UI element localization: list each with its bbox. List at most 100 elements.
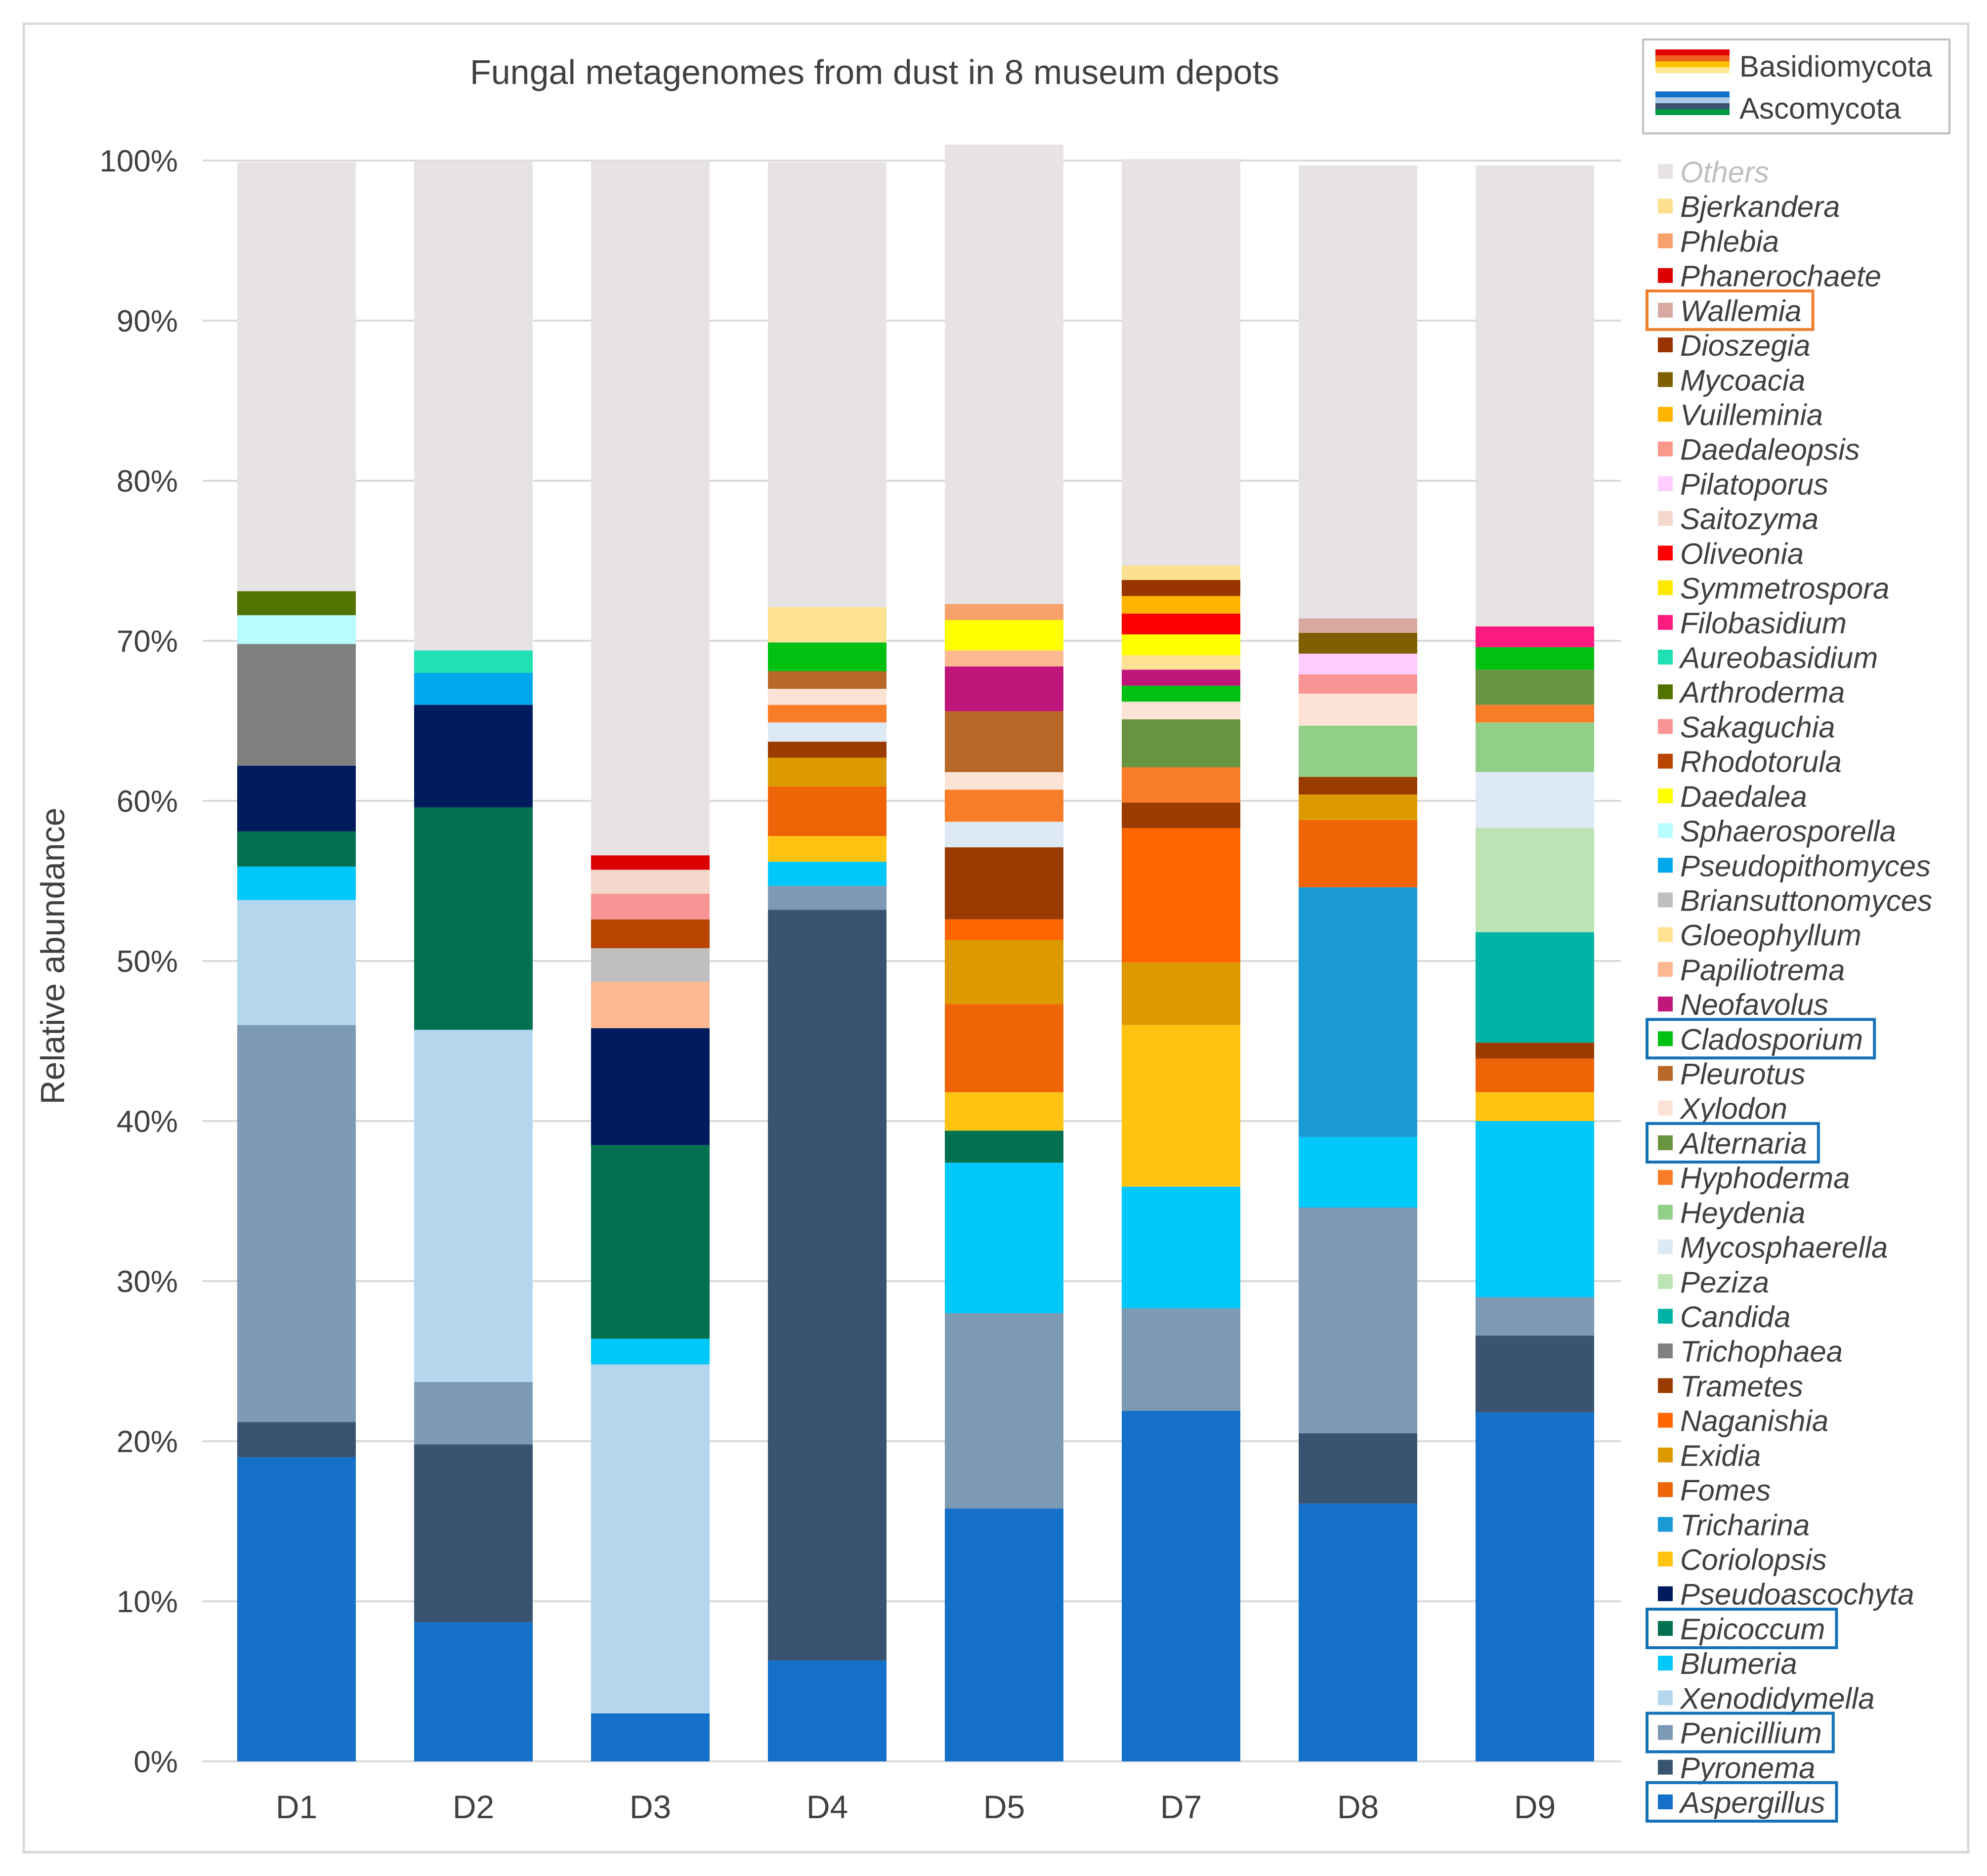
legend-label: Sakaguchia — [1680, 710, 1835, 744]
bar-segment-aspergillus — [1122, 1411, 1240, 1761]
legend-item-heydenia: Heydenia — [1658, 1196, 1806, 1229]
bar-segment-others — [768, 162, 887, 607]
bar-segment-hyphoderma — [1476, 705, 1594, 723]
y-tick-label: 10% — [117, 1585, 178, 1619]
legend-label: Filobasidium — [1680, 607, 1847, 640]
legend-swatch — [1658, 997, 1673, 1012]
legend-label: Aspergillus — [1679, 1786, 1825, 1819]
bar-segment-penicillium — [1476, 1297, 1594, 1336]
legend-label: Phlebia — [1680, 225, 1779, 258]
bar-segment-oliveonia — [1122, 613, 1240, 635]
bar-segment-cladosporium — [1476, 647, 1594, 670]
x-tick-label: D2 — [453, 1789, 494, 1825]
y-axis-label: Relative abundance — [34, 807, 72, 1104]
bar-d5 — [945, 144, 1063, 1761]
legend-item-aspergillus: Aspergillus — [1646, 1781, 1838, 1823]
bar-segment-xenodidymella — [237, 900, 356, 1025]
legend-swatch — [1658, 337, 1673, 353]
legend-swatch — [1658, 545, 1673, 561]
x-tick-label: D8 — [1337, 1789, 1379, 1825]
legend-item-pyronema: Pyronema — [1658, 1751, 1815, 1785]
bar-d3 — [591, 161, 710, 1761]
legend-label: Oliveonia — [1680, 537, 1804, 570]
bar-segment-penicillium — [1299, 1207, 1417, 1433]
legend-item-exidia: Exidia — [1658, 1439, 1761, 1472]
legend-item-filobasidium: Filobasidium — [1658, 607, 1847, 640]
legend-label: Coriolopsis — [1680, 1543, 1827, 1577]
y-tick-label: 90% — [117, 304, 178, 338]
y-tick-label: 20% — [117, 1425, 178, 1459]
bar-segment-naganishia — [1122, 828, 1240, 963]
bar-d7 — [1122, 159, 1240, 1761]
bar-segment-coriolopsis — [1476, 1092, 1594, 1121]
bar-segment-others — [1122, 159, 1240, 566]
legend-swatch — [1658, 1031, 1673, 1046]
bar-segment-aspergillus — [237, 1457, 356, 1761]
bar-segment-coriolopsis — [945, 1092, 1063, 1131]
bar-segment-mycoacia — [1299, 632, 1417, 654]
bar-segment-fomes — [945, 1004, 1063, 1092]
bar-segment-gloeophyllum — [1122, 655, 1240, 670]
bar-segment-others — [591, 161, 710, 856]
bar-segment-blumeria — [1476, 1121, 1594, 1297]
bar-segment-trametes — [1122, 802, 1240, 829]
bar-segment-wallemia — [1299, 618, 1417, 633]
bar-d2 — [414, 161, 533, 1761]
legend-label: Papiliotrema — [1680, 954, 1845, 987]
y-tick-label: 40% — [117, 1105, 178, 1139]
bar-segment-alternaria — [1476, 669, 1594, 705]
phylum-stripe — [1655, 109, 1730, 115]
bar-segment-pyronema — [237, 1422, 356, 1458]
legend-swatch — [1658, 961, 1673, 977]
legend-label: Epicoccum — [1680, 1613, 1825, 1646]
bar-segment-others — [945, 144, 1063, 604]
bar-segment-aureobasidium — [414, 650, 533, 673]
bar-segment-aspergillus — [1476, 1412, 1594, 1761]
legend-swatch — [1658, 823, 1673, 838]
bar-segment-cladosporium — [768, 642, 887, 671]
y-tick-label: 50% — [117, 945, 178, 979]
legend-item-pleurotus: Pleurotus — [1658, 1058, 1805, 1091]
legend-item-coriolopsis: Coriolopsis — [1658, 1543, 1827, 1577]
bar-segment-coriolopsis — [768, 836, 887, 862]
legend-item-briansuttonomyces: Briansuttonomyces — [1658, 884, 1932, 917]
legend-highlight-box — [1646, 1711, 1835, 1753]
bar-segment-pyronema — [414, 1444, 533, 1623]
legend-label: Trametes — [1680, 1370, 1803, 1403]
legend-item-fomes: Fomes — [1658, 1474, 1771, 1507]
legend-item-blumeria: Blumeria — [1658, 1647, 1797, 1680]
y-tick-label: 30% — [117, 1265, 178, 1299]
legend-label: Arthroderma — [1679, 676, 1845, 709]
legend-label: Others — [1680, 156, 1769, 189]
legend-swatch — [1658, 1656, 1673, 1671]
bar-segment-pseudoascochyta — [414, 705, 533, 807]
x-tick-label: D7 — [1160, 1789, 1202, 1825]
legend-label: Wallemia — [1680, 294, 1802, 328]
bar-segment-blumeria — [237, 866, 356, 900]
bar-segment-blumeria — [591, 1338, 710, 1365]
legend-item-symmetrospora: Symmetrospora — [1658, 572, 1889, 605]
bar-segment-heydenia — [1299, 725, 1417, 777]
bar-segment-trametes — [1299, 777, 1417, 795]
bar-segment-heydenia — [1476, 722, 1594, 772]
legend-label: Pseudoascochyta — [1680, 1578, 1914, 1611]
bar-segment-dioszegia — [1122, 580, 1240, 596]
legend-item-penicillium: Penicillium — [1646, 1711, 1835, 1753]
x-tick-label: D4 — [806, 1789, 848, 1825]
legend-label: Phanerochaete — [1680, 260, 1881, 293]
phylum-stripe — [1655, 61, 1730, 67]
legend-swatch — [1658, 476, 1673, 491]
legend-item-saitozyma: Saitozyma — [1658, 502, 1818, 536]
bar-segment-filobasidium — [1476, 626, 1594, 647]
bar-segment-xylodon — [1299, 693, 1417, 726]
bar-segment-sakaguchia — [1299, 674, 1417, 694]
legend-label: Exidia — [1680, 1439, 1761, 1472]
legend-swatch — [1658, 858, 1673, 873]
legend-label: Sphaerosporella — [1680, 815, 1896, 848]
legend-swatch — [1658, 199, 1673, 214]
legend-swatch — [1658, 1066, 1673, 1081]
legend-swatch — [1658, 1274, 1673, 1289]
bar-segment-pyronema — [768, 910, 887, 1661]
bar-segment-xenodidymella — [591, 1364, 710, 1713]
bar-segment-pseudoascochyta — [237, 765, 356, 832]
